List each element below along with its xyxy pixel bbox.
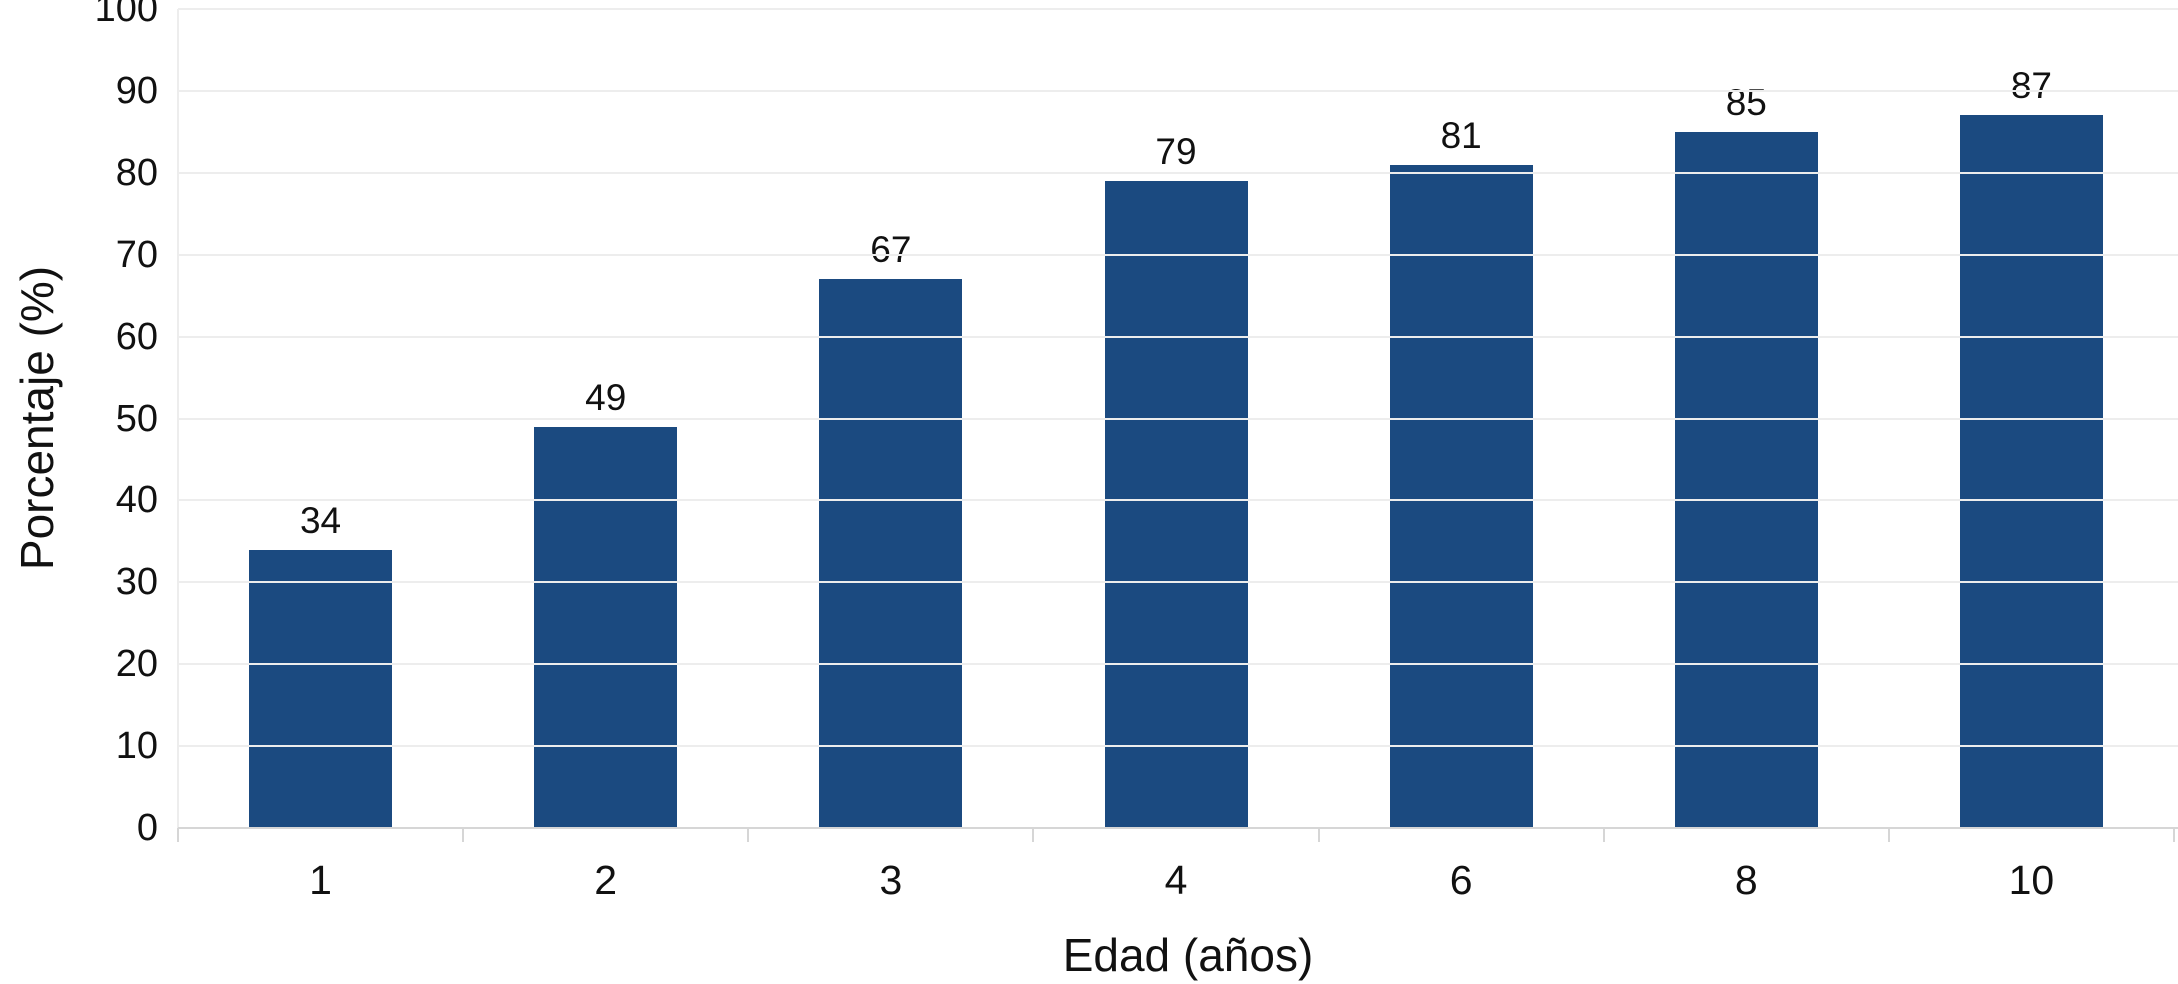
y-tick-label: 20: [115, 643, 158, 686]
x-tick-label: 8: [1734, 857, 1758, 903]
y-tick-label: 10: [115, 725, 158, 768]
x-tick-label: 4: [1164, 857, 1188, 903]
x-tick-label: 3: [879, 857, 903, 903]
y-tick-label: 100: [94, 0, 158, 30]
y-tick-label: 60: [115, 315, 158, 358]
gridline: [178, 745, 2178, 748]
x-axis-title: Edad (años): [1062, 929, 1314, 981]
x-tick-label: 1: [309, 857, 332, 903]
bar: [1389, 164, 1533, 828]
bar-value-label: 79: [1155, 130, 1197, 172]
bar-value-label: 34: [299, 499, 342, 541]
gridline: [178, 499, 2178, 502]
bar: [534, 426, 678, 828]
gridline: [178, 417, 2178, 420]
y-tick-label: 50: [115, 397, 158, 440]
x-tick-label: 2: [594, 857, 618, 903]
x-axis-boundary-tick: [177, 828, 179, 842]
x-axis-boundary-tick: [1887, 828, 1890, 842]
y-tick-label: 80: [115, 151, 158, 194]
bar-value-label: 49: [585, 376, 627, 418]
bar: [819, 279, 963, 828]
y-tick-label: 0: [136, 807, 158, 849]
gridline: [178, 8, 2178, 10]
x-axis-boundary-tick: [747, 828, 750, 842]
x-axis-boundary-tick: [2173, 828, 2175, 842]
y-tick-label: 30: [115, 561, 158, 604]
gridline: [178, 581, 2178, 584]
bar-value-label: 81: [1440, 114, 1482, 156]
y-tick-label: 90: [115, 69, 158, 112]
bar-value-label: 87: [2010, 65, 2052, 107]
x-axis-boundary-tick: [462, 828, 465, 842]
gridline: [178, 171, 2178, 174]
bar: [249, 549, 393, 828]
x-axis-line: [178, 827, 2178, 829]
gridline: [178, 663, 2178, 666]
y-axis-title: Porcentaje (%): [11, 265, 63, 571]
bar: [1674, 131, 1818, 828]
y-tick-label: 70: [115, 233, 158, 276]
x-axis-boundary-tick: [1602, 828, 1605, 842]
x-axis-boundary-tick: [1032, 828, 1035, 842]
gridline: [178, 335, 2178, 338]
x-tick-label: 6: [1449, 857, 1473, 903]
gridline: [178, 253, 2178, 256]
x-tick-label: 10: [2008, 857, 2055, 903]
bar-value-label: 67: [870, 229, 912, 271]
bar: [1104, 180, 1248, 828]
gridline: [178, 89, 2178, 92]
y-tick-label: 40: [115, 479, 158, 522]
x-axis-boundary-tick: [1317, 828, 1320, 842]
bar: [1959, 115, 2103, 828]
